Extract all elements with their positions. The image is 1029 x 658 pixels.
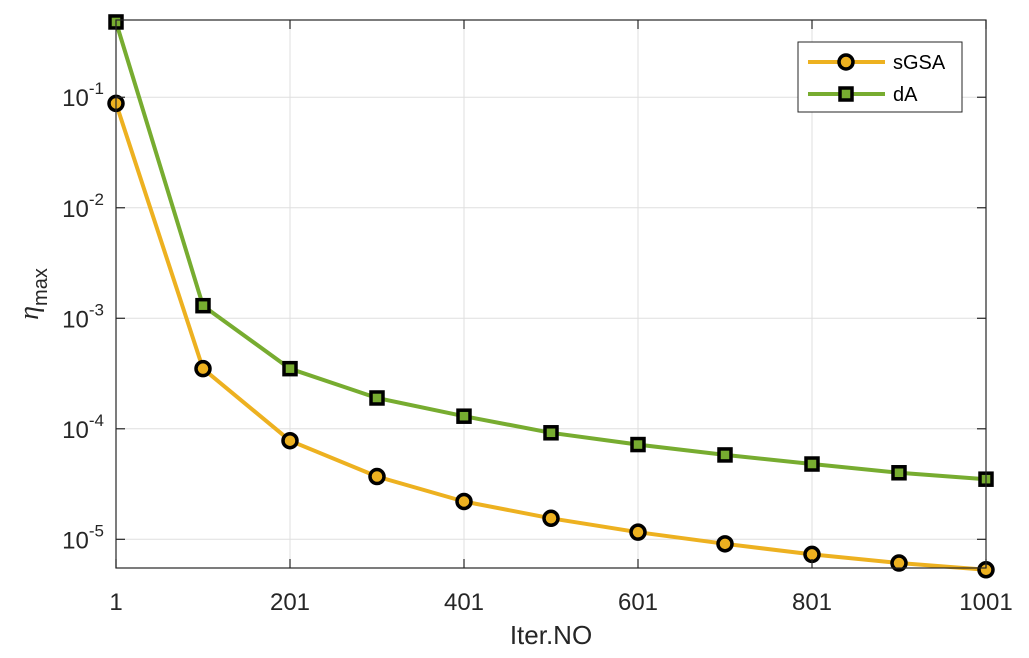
legend: sGSA dA: [797, 41, 963, 113]
data-point-da: [630, 436, 646, 453]
y-axis-title: ηmax: [14, 268, 52, 320]
y-tick-label: 10-5: [62, 521, 104, 554]
data-point-sgsa: [281, 431, 299, 450]
data-point-sgsa: [542, 509, 560, 528]
data-point-sgsa: [368, 467, 386, 486]
data-point-da: [456, 408, 472, 424]
legend-label-sgsa: sGSA: [893, 52, 946, 74]
y-axis-title-symbol: η: [14, 306, 45, 320]
y-axis-title-subscript: max: [30, 268, 52, 306]
data-point-da: [804, 456, 820, 472]
x-tick-label: 601: [618, 589, 658, 616]
data-point-sgsa: [890, 554, 908, 572]
y-tick-label: 10-3: [62, 300, 104, 333]
x-tick-label: 401: [444, 589, 484, 616]
axis-ticks: [115, 20, 987, 568]
data-point-da: [543, 425, 559, 441]
series-da: [108, 14, 994, 487]
data-point-da: [717, 447, 733, 463]
x-tick-label: 201: [270, 589, 310, 616]
plot-frame: [115, 19, 987, 569]
series-layer: [107, 14, 995, 579]
x-axis-title: Iter.NO: [510, 620, 592, 650]
legend-box: [797, 41, 963, 113]
legend-marker-sgsa: [837, 53, 855, 71]
legend-item-sgsa: sGSA: [808, 52, 946, 74]
data-point-sgsa: [194, 359, 212, 378]
data-point-da: [369, 390, 385, 406]
y-tick-label: 10-1: [62, 79, 104, 112]
legend-label-da: dA: [893, 84, 918, 106]
data-point-da: [282, 360, 298, 377]
data-point-da: [891, 465, 907, 481]
data-point-sgsa: [455, 492, 473, 511]
x-tick-label: 801: [792, 589, 832, 616]
data-point-sgsa: [716, 535, 734, 553]
legend-marker-da: [838, 86, 854, 102]
y-tick-labels: 10-5 10-4 10-3 10-2 10-1: [62, 79, 104, 554]
y-tick-label: 10-4: [62, 411, 104, 444]
data-point-da: [195, 297, 211, 314]
x-tick-label: 1001: [959, 589, 1012, 616]
y-tick-label: 10-2: [62, 190, 104, 223]
x-tick-label: 1: [109, 589, 122, 616]
data-point-sgsa: [629, 523, 647, 541]
legend-item-da: dA: [808, 84, 918, 106]
x-tick-labels: 1 201 401 601 801 1001: [109, 589, 1012, 616]
